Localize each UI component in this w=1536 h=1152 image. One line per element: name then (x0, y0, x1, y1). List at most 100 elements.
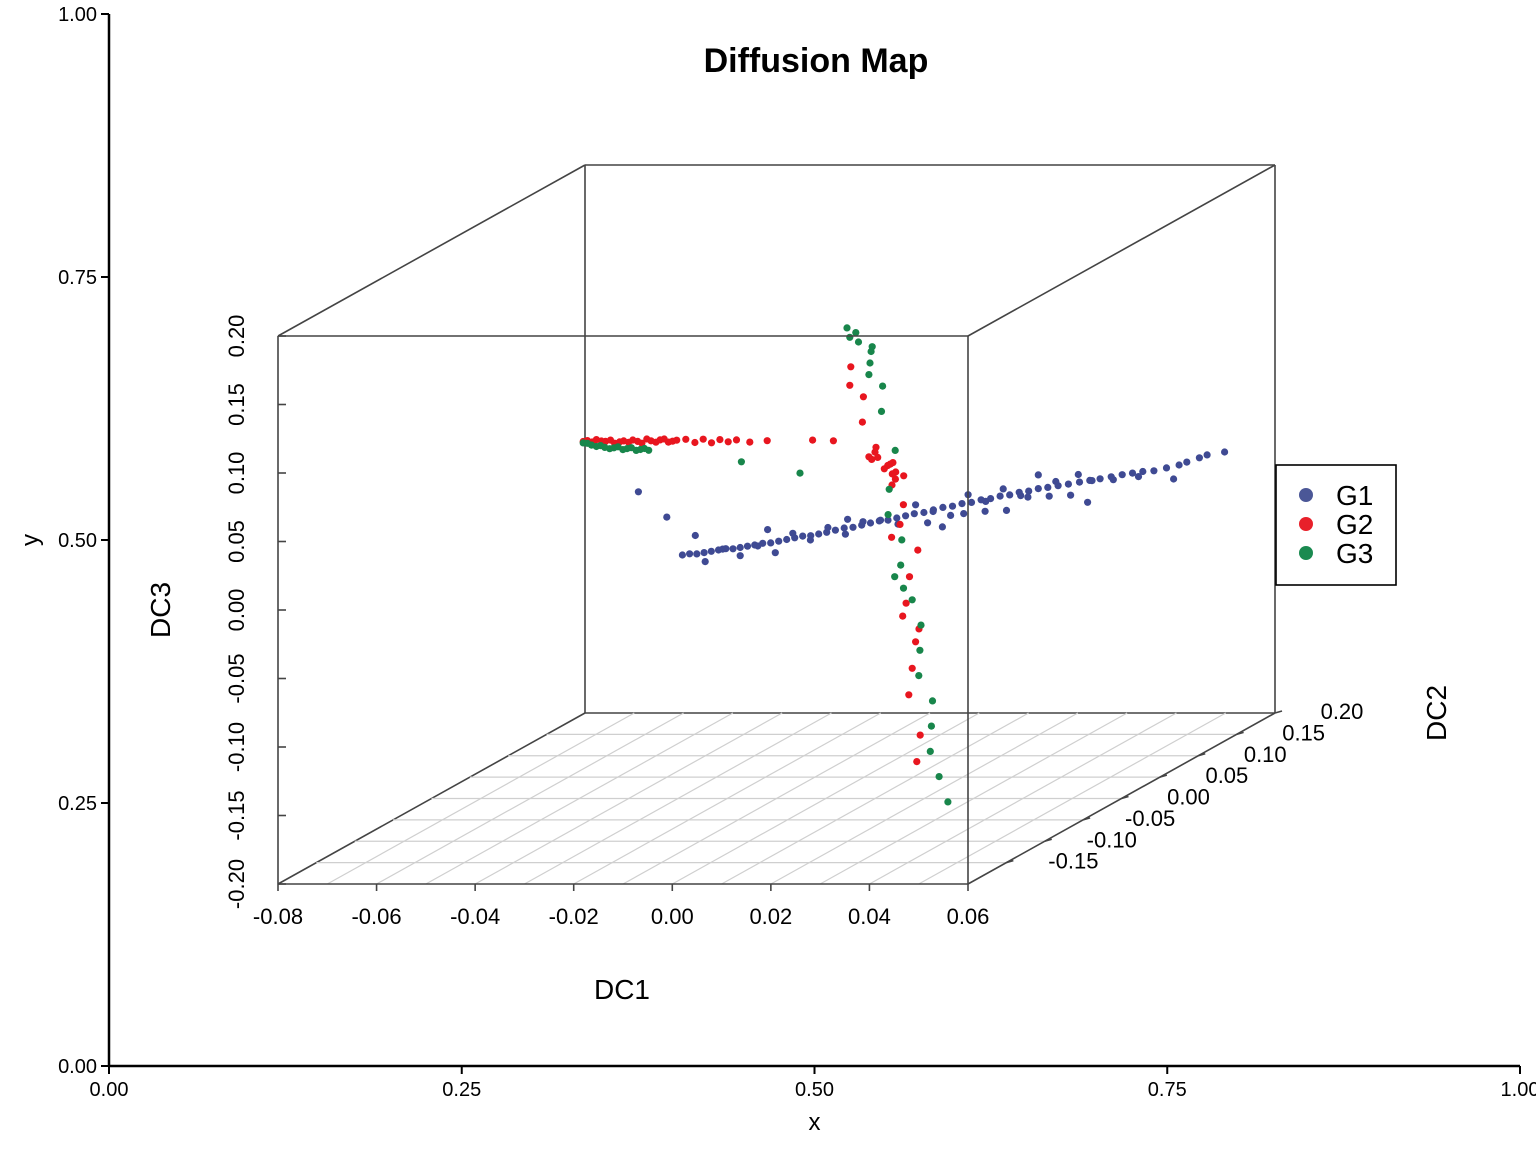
data-point-g3 (899, 584, 908, 592)
data-point-g3 (916, 646, 924, 654)
data-point-g1 (999, 485, 1007, 493)
data-point-g1 (876, 516, 885, 524)
data-point-g1 (920, 508, 928, 517)
data-point-g1 (849, 523, 857, 531)
data-point-g1 (799, 532, 807, 540)
data-point-g1 (701, 558, 709, 566)
data-point-g1 (884, 516, 892, 524)
data-point-g1 (693, 550, 701, 558)
data-point-g3 (854, 338, 863, 346)
data-point-g1 (1064, 480, 1072, 488)
data-point-g1 (700, 549, 708, 557)
data-point-g1 (754, 542, 762, 550)
data-point-g2 (858, 418, 867, 426)
box-edge (277, 164, 586, 337)
legend-marker-g2 (1299, 517, 1313, 531)
data-point-g3 (935, 773, 943, 781)
data-point-g3 (645, 446, 653, 454)
dc2-tick (1159, 774, 1168, 778)
data-point-g2 (871, 448, 879, 456)
data-point-g1 (686, 550, 694, 558)
data-point-g1 (1195, 454, 1203, 462)
x-tick-label: 0.50 (795, 1079, 834, 1101)
data-point-g1 (1128, 469, 1137, 477)
data-point-g1 (1017, 492, 1025, 500)
dc1-axis-title: DC1 (594, 974, 650, 1005)
dc2-tick-label: -0.15 (1048, 849, 1098, 874)
data-point-g2 (900, 472, 908, 480)
box-edge (967, 164, 1276, 337)
data-point-g1 (1067, 491, 1075, 499)
data-point-g1 (634, 488, 643, 496)
data-point-g1 (1044, 483, 1052, 491)
dc3-tick-label: -0.05 (224, 653, 249, 703)
data-point-g1 (1075, 478, 1084, 486)
data-point-g2 (716, 436, 724, 444)
data-point-g1 (789, 529, 797, 537)
dc1-tick-label: 0.02 (749, 904, 792, 929)
data-point-g1 (1045, 492, 1053, 500)
dc2-tick (1236, 731, 1244, 736)
data-point-g2 (899, 501, 908, 509)
data-point-g1 (859, 518, 867, 526)
data-point-g1 (767, 539, 775, 547)
data-point-g1 (1052, 477, 1060, 486)
data-point-g3 (852, 329, 860, 337)
data-point-g1 (736, 552, 744, 560)
data-point-g1 (996, 492, 1004, 500)
legend-box (1275, 464, 1397, 586)
data-point-g1 (1074, 470, 1082, 479)
data-point-g2 (874, 453, 882, 461)
x-axis-title: x (809, 1109, 821, 1136)
data-point-g1 (948, 502, 957, 510)
data-point-g1 (1203, 451, 1211, 459)
data-point-g1 (764, 526, 772, 534)
data-point-g1 (775, 537, 783, 545)
dc2-tick (1006, 859, 1014, 864)
data-point-g1 (924, 519, 932, 527)
dc1-tick-label: -0.04 (450, 904, 500, 929)
dc2-tick (1044, 838, 1052, 843)
data-point-g2 (912, 638, 920, 646)
data-point-g1 (840, 524, 848, 532)
data-point-g2 (913, 758, 921, 766)
data-point-g3 (908, 596, 916, 604)
dc1-tick-label: 0.04 (848, 904, 891, 929)
data-point-g3 (891, 573, 899, 581)
data-point-g1 (691, 531, 699, 540)
data-point-g3 (867, 347, 875, 356)
data-point-g3 (897, 561, 905, 569)
data-point-g1 (958, 500, 966, 508)
data-point-g2 (846, 381, 854, 389)
data-point-g2 (880, 465, 888, 473)
x-tick-label: 1.00 (1501, 1079, 1536, 1101)
data-point-g1 (1150, 467, 1158, 475)
data-point-g2 (905, 573, 914, 581)
data-point-g1 (1096, 475, 1104, 483)
dc3-tick-label: 0.00 (224, 589, 249, 632)
data-point-g1 (1109, 476, 1117, 484)
x-tick-label: 0.25 (442, 1079, 481, 1101)
legend-label-g2: G2 (1336, 509, 1373, 540)
data-point-g3 (915, 672, 923, 680)
data-point-g3 (737, 458, 746, 466)
data-point-g1 (866, 519, 875, 527)
data-point-g2 (682, 435, 690, 443)
dc3-tick-label: -0.15 (224, 790, 249, 840)
data-point-g3 (917, 621, 925, 629)
data-point-g1 (1025, 487, 1033, 495)
data-point-g1 (910, 510, 918, 518)
y-axis-title: y (17, 534, 44, 546)
x-tick-label: 0.75 (1148, 1079, 1187, 1101)
data-point-g1 (981, 507, 989, 515)
data-point-g2 (673, 436, 681, 444)
data-point-g2 (902, 599, 910, 607)
data-point-g2 (746, 438, 754, 446)
data-point-g1 (831, 526, 840, 534)
data-point-g1 (841, 530, 850, 538)
data-point-g1 (893, 514, 901, 522)
data-point-g1 (947, 511, 955, 519)
dc3-tick-label: 0.10 (224, 452, 249, 495)
data-point-g1 (912, 501, 920, 509)
